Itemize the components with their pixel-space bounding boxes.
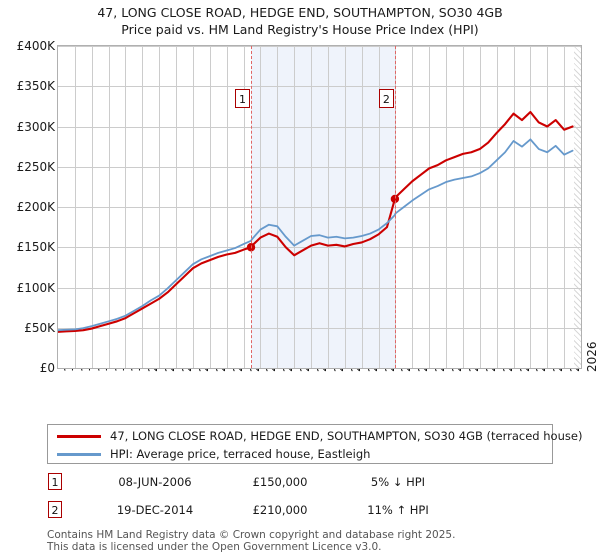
chart-title-block: 47, LONG CLOSE ROAD, HEDGE END, SOUTHAMP… [0,4,600,38]
legend-label-price-paid: 47, LONG CLOSE ROAD, HEDGE END, SOUTHAMP… [110,429,583,443]
legend-item-hpi: HPI: Average price, terraced house, East… [48,444,552,464]
gridline-vertical [210,46,211,368]
transaction-hpi-delta-2: 11% ↑ HPI [367,503,429,517]
y-axis-tick-label: £300K [16,119,55,134]
transaction-date-1: 08-JUN-2006 [118,475,192,489]
y-axis-tick-label: £100K [16,280,55,295]
legend-label-hpi: HPI: Average price, terraced house, East… [110,447,371,461]
gridline-vertical [530,46,531,368]
footer-attribution: Contains HM Land Registry data © Crown c… [47,529,587,553]
y-axis-tick-label: £0 [39,361,55,375]
gridline-vertical [362,46,363,368]
gridline-vertical [345,46,346,368]
gridline-horizontal [58,328,581,329]
gridline-vertical [328,46,329,368]
gridline-vertical [446,46,447,368]
y-axis: £0 £50K £100K £150K £200K £250K £300K £350K £400… [0,0,55,560]
gridline-vertical [75,46,76,368]
gridline-vertical [311,46,312,368]
gridline-vertical [176,46,177,368]
gridline-vertical [109,46,110,368]
gridline-vertical [514,46,515,368]
transaction-marker-1: 1 [48,473,62,490]
transaction-price-2: £210,000 [252,503,308,517]
y-axis-tick-label: £350K [16,79,55,94]
transaction-price-1: £150,000 [252,475,308,489]
legend-swatch-price-paid [57,435,101,438]
gridline-horizontal [58,247,581,248]
gridline-vertical [277,46,278,368]
page-title: 47, LONG CLOSE ROAD, HEDGE END, SOUTHAMP… [97,5,503,20]
gridline-vertical [412,46,413,368]
gridline-horizontal [58,167,581,168]
transaction-row-2[interactable]: 2 19-DEC-2014 £210,000 11% ↑ HPI [47,500,553,520]
gridline-vertical [92,46,93,368]
gridline-vertical [142,46,143,368]
footer-line-1: Contains HM Land Registry data © Crown c… [47,529,456,541]
page-subtitle: Price paid vs. HM Land Registry's House … [121,22,479,37]
hpi-line [58,138,574,332]
gridline-vertical [379,46,380,368]
gridline-vertical [497,46,498,368]
y-axis-tick-label: £400K [16,39,55,53]
price-paid-line [58,110,574,333]
y-axis-tick-label: £50K [24,320,55,335]
gridline-vertical [125,46,126,368]
gridline-vertical [193,46,194,368]
gridline-vertical [463,46,464,368]
gridline-vertical [429,46,430,368]
transaction-marker-2: 2 [48,501,62,518]
legend: 47, LONG CLOSE ROAD, HEDGE END, SOUTHAMP… [47,424,582,464]
gridline-horizontal [58,288,581,289]
gridline-vertical [294,46,295,368]
gridline-vertical [564,46,565,368]
legend-item-price-paid: 47, LONG CLOSE ROAD, HEDGE END, SOUTHAMP… [48,426,582,446]
gridline-vertical [260,46,261,368]
gridline-vertical [159,46,160,368]
gridline-vertical [581,46,582,368]
legend-swatch-hpi [57,453,101,456]
event-badge-2[interactable]: 2 [378,89,394,108]
gridline-vertical [547,46,548,368]
gridline-horizontal [58,46,581,47]
gridline-horizontal [58,207,581,208]
gridline-vertical [227,46,228,368]
gridline-vertical [480,46,481,368]
event-line-2 [394,46,396,368]
series-lines [58,110,574,333]
transaction-hpi-delta-1: 5% ↓ HPI [370,475,426,489]
event-badge-1[interactable]: 1 [235,89,250,108]
transaction-date-2: 19-DEC-2014 [116,503,194,517]
y-axis-tick-label: £250K [16,159,55,174]
y-axis-tick-label: £150K [16,240,55,255]
gridline-horizontal [58,86,581,87]
gridline-horizontal [58,127,581,128]
y-axis-tick-label: £200K [16,200,55,214]
transaction-row-1[interactable]: 1 08-JUN-2006 £150,000 5% ↓ HPI [47,472,553,492]
gridline-vertical [244,46,245,368]
x-axis-tick-label: 2026 [585,341,599,372]
event-line-1 [251,46,252,368]
footer-line-2: This data is licensed under the Open Gov… [47,541,382,553]
